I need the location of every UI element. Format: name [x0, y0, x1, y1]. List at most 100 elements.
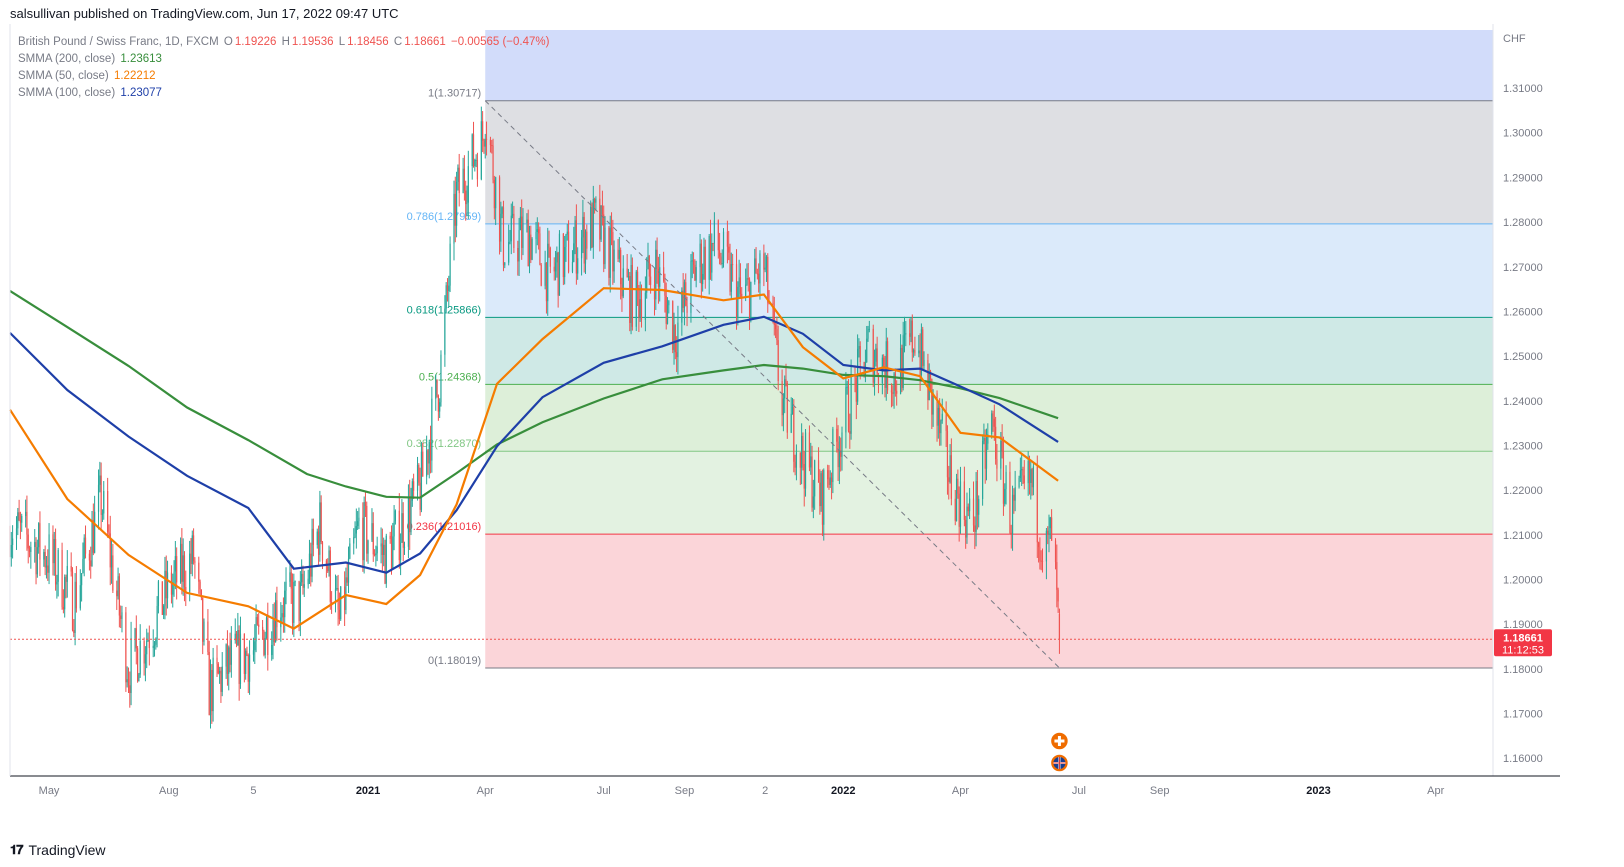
- candle-body-82: [157, 581, 160, 607]
- candle-body-571: [1049, 517, 1051, 529]
- candle-body-391: [721, 263, 723, 265]
- candle-body-375: [692, 260, 695, 265]
- candle-body-525: [966, 506, 968, 538]
- candle-body-265: [492, 145, 494, 180]
- candle-body-376: [694, 264, 696, 281]
- candle-body-353: [653, 284, 656, 300]
- fib-zone-5: [485, 534, 1493, 668]
- candle-body-17: [39, 523, 41, 560]
- candle-body-535: [984, 437, 986, 469]
- candle-body-549: [1010, 532, 1012, 535]
- candle-body-203: [380, 543, 382, 547]
- candle-body-322: [595, 198, 597, 203]
- candle-body-144: [272, 620, 274, 646]
- x-tick-10: Jul: [1072, 785, 1086, 797]
- candle-body-529: [974, 525, 976, 532]
- candle-body-415: [765, 256, 768, 268]
- legend-smma50[interactable]: SMMA (50, close) 1.22212: [18, 68, 551, 85]
- candle-body-157: [294, 581, 296, 583]
- candle-body-163: [307, 578, 309, 585]
- y-tick-4: 1.27000: [1503, 262, 1543, 274]
- candle-body-359: [664, 280, 666, 296]
- candle-body-215: [401, 513, 403, 543]
- candle-body-438: [808, 432, 811, 468]
- candle-body-388: [717, 220, 719, 251]
- x-tick-3: 2021: [356, 785, 380, 797]
- candle-body-541: [995, 426, 997, 460]
- candle-body-105: [200, 589, 202, 598]
- candle-body-97: [185, 586, 187, 592]
- candle-body-467: [859, 346, 861, 363]
- y-tick-0: 1.31000: [1503, 83, 1543, 95]
- candle-body-147: [276, 600, 278, 628]
- candle-body-112: [212, 657, 214, 712]
- y-tick-15: 1.16000: [1503, 753, 1543, 765]
- candle-body-373: [690, 260, 692, 313]
- candle-body-13: [34, 542, 36, 547]
- candle-body-1: [10, 544, 12, 558]
- candle-body-176: [329, 550, 331, 602]
- legend-smma100[interactable]: SMMA (100, close) 1.23077: [18, 85, 551, 102]
- candle-body-444: [819, 482, 821, 507]
- fib-level-label-1: 0.786(1.27959): [407, 211, 482, 223]
- candle-body-320: [592, 198, 594, 248]
- candle-body-210: [392, 536, 394, 570]
- candle-body-377: [695, 267, 697, 281]
- candle-body-416: [767, 256, 769, 303]
- candle-body-249: [463, 168, 466, 191]
- candle-body-150: [282, 613, 285, 618]
- candle-body-216: [402, 513, 404, 548]
- candle-body-333: [617, 249, 619, 259]
- candle-body-366: [676, 352, 678, 358]
- candle-body-146: [275, 600, 277, 643]
- candle-body-568: [1045, 530, 1048, 562]
- axes: CHF 1.31000 1.30000 1.29000 1.28000 1.27000 1.…: [9, 24, 1560, 797]
- candle-body-35: [73, 630, 75, 633]
- candle-body-45: [91, 519, 93, 567]
- candle-body-422: [777, 340, 779, 382]
- price-chart[interactable]: 1(1.30717) 0.786(1.27959) 0.618(1.25866) 0.…: [0, 24, 1624, 844]
- candle-body-217: [403, 546, 406, 548]
- candle-body-179: [336, 588, 338, 590]
- x-tick-1: Aug: [159, 785, 179, 797]
- candle-body-452: [832, 428, 834, 483]
- candle-body-122: [230, 640, 232, 665]
- candle-body-413: [763, 253, 765, 270]
- candle-body-168: [316, 531, 318, 545]
- candle-body-328: [608, 227, 610, 278]
- candle-body-185: [346, 577, 348, 583]
- candle-body-126: [238, 630, 240, 684]
- candle-body-87: [166, 572, 169, 599]
- candle-body-522: [959, 481, 962, 527]
- candle-body-440: [811, 456, 813, 508]
- candle-body-553: [1018, 478, 1020, 488]
- candle-body-351: [648, 255, 650, 277]
- candle-body-507: [932, 393, 934, 415]
- candle-body-408: [754, 258, 756, 282]
- candle-body-170: [319, 502, 321, 555]
- candle-body-318: [590, 206, 592, 249]
- candle-body-379: [700, 243, 702, 285]
- candle-body-4: [17, 512, 19, 529]
- smma200-label: SMMA (200, close): [18, 53, 116, 65]
- candle-body-107: [203, 621, 205, 642]
- chart-area[interactable]: 1(1.30717) 0.786(1.27959) 0.618(1.25866) 0.…: [0, 24, 1624, 844]
- candle-body-516: [949, 455, 951, 482]
- candle-body-172: [321, 541, 324, 561]
- smma200-value: 1.23613: [120, 53, 162, 65]
- candle-body-96: [183, 555, 186, 587]
- candle-body-2: [12, 538, 14, 545]
- candle-body-29: [62, 607, 64, 610]
- candle-body-414: [764, 267, 766, 270]
- candle-body-280: [519, 216, 521, 231]
- candle-body-16: [38, 523, 40, 548]
- candle-body-9: [26, 511, 28, 535]
- legend-smma200[interactable]: SMMA (200, close) 1.23613: [18, 51, 551, 68]
- candle-body-55: [109, 533, 111, 568]
- candle-body-202: [376, 546, 378, 554]
- candle-body-349: [646, 269, 648, 293]
- candle-body-104: [199, 581, 201, 590]
- candle-body-362: [668, 301, 670, 306]
- symbol-name: British Pound / Swiss Franc, 1D, FXCM: [18, 36, 219, 48]
- candle-body-110: [209, 669, 212, 716]
